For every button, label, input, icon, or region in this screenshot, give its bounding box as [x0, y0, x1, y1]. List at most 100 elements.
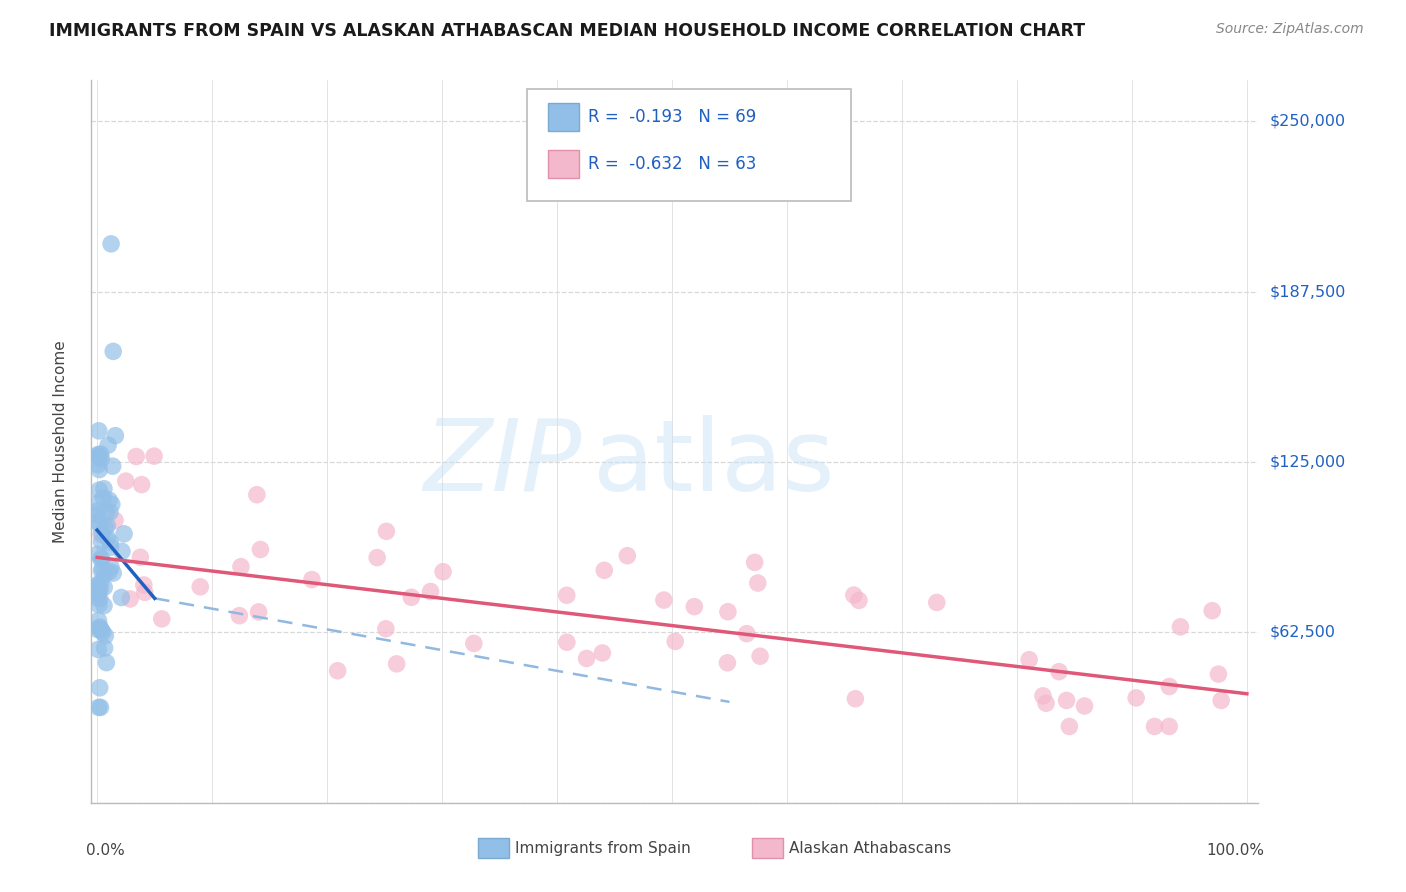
Text: Alaskan Athabascans: Alaskan Athabascans — [789, 841, 950, 855]
Point — [735, 626, 758, 640]
Point — [93, 482, 115, 496]
Point — [87, 424, 110, 438]
Point — [150, 612, 173, 626]
Text: R =  -0.632   N = 63: R = -0.632 N = 63 — [588, 155, 756, 173]
Point — [90, 624, 112, 638]
Point — [86, 514, 108, 528]
Point — [1073, 698, 1095, 713]
Point — [90, 452, 112, 467]
Point — [375, 524, 398, 539]
Point — [114, 474, 136, 488]
Point — [98, 505, 121, 519]
Point — [87, 621, 110, 635]
Point — [87, 642, 110, 657]
Point — [96, 518, 118, 533]
Point — [111, 544, 134, 558]
Point — [93, 580, 115, 594]
Point — [593, 563, 616, 577]
Point — [844, 691, 866, 706]
Point — [89, 462, 111, 476]
Text: $62,500: $62,500 — [1270, 625, 1336, 640]
Point — [463, 636, 485, 650]
Point — [326, 664, 349, 678]
Point — [134, 585, 156, 599]
Point — [1018, 653, 1040, 667]
Point — [229, 559, 252, 574]
Point — [925, 595, 948, 609]
Point — [125, 450, 148, 464]
Point — [1170, 620, 1192, 634]
Point — [1208, 667, 1230, 681]
Point — [86, 496, 108, 510]
Point — [103, 566, 125, 580]
Point — [131, 477, 153, 491]
Point — [120, 591, 142, 606]
Point — [97, 438, 120, 452]
Point — [188, 580, 211, 594]
Point — [104, 428, 127, 442]
Point — [1143, 719, 1166, 733]
Point — [86, 582, 108, 597]
Point — [101, 497, 124, 511]
Point — [110, 591, 132, 605]
Point — [90, 575, 112, 590]
Point — [228, 608, 250, 623]
Point — [385, 657, 408, 671]
Text: $250,000: $250,000 — [1270, 113, 1346, 128]
Point — [89, 582, 111, 596]
Point — [366, 550, 388, 565]
Text: 0.0%: 0.0% — [86, 843, 124, 857]
Point — [842, 588, 865, 602]
Point — [87, 623, 110, 637]
Point — [94, 521, 117, 535]
Point — [374, 622, 396, 636]
Point — [87, 582, 110, 597]
Point — [96, 531, 118, 545]
Point — [89, 700, 111, 714]
Point — [90, 564, 112, 578]
Point — [98, 565, 121, 579]
Point — [716, 656, 738, 670]
Point — [100, 560, 122, 574]
Point — [89, 620, 111, 634]
Point — [87, 598, 110, 612]
Text: Immigrants from Spain: Immigrants from Spain — [515, 841, 690, 855]
Point — [89, 681, 111, 695]
Point — [93, 567, 115, 582]
Point — [87, 458, 110, 472]
Text: ZIP: ZIP — [423, 415, 582, 512]
Point — [87, 547, 110, 561]
Point — [1032, 689, 1054, 703]
Point — [749, 649, 772, 664]
Point — [555, 588, 578, 602]
Point — [100, 236, 122, 251]
Point — [87, 700, 110, 714]
Point — [96, 656, 118, 670]
Point — [101, 459, 124, 474]
Point — [683, 599, 706, 614]
Point — [100, 540, 122, 554]
Point — [744, 555, 766, 569]
Point — [98, 535, 121, 549]
Point — [87, 585, 110, 599]
Point — [301, 573, 323, 587]
Point — [432, 565, 454, 579]
Point — [89, 483, 111, 497]
Point — [87, 614, 110, 628]
Point — [90, 534, 112, 549]
Point — [103, 344, 125, 359]
Text: Source: ZipAtlas.com: Source: ZipAtlas.com — [1216, 22, 1364, 37]
Point — [249, 542, 271, 557]
Point — [555, 635, 578, 649]
Text: $187,500: $187,500 — [1270, 284, 1346, 299]
Point — [1047, 665, 1070, 679]
Point — [90, 553, 112, 567]
Point — [747, 576, 769, 591]
Point — [91, 491, 114, 505]
Point — [91, 625, 114, 640]
Point — [1201, 604, 1223, 618]
Point — [86, 580, 108, 594]
Point — [89, 518, 111, 533]
Point — [616, 549, 638, 563]
Point — [419, 584, 441, 599]
